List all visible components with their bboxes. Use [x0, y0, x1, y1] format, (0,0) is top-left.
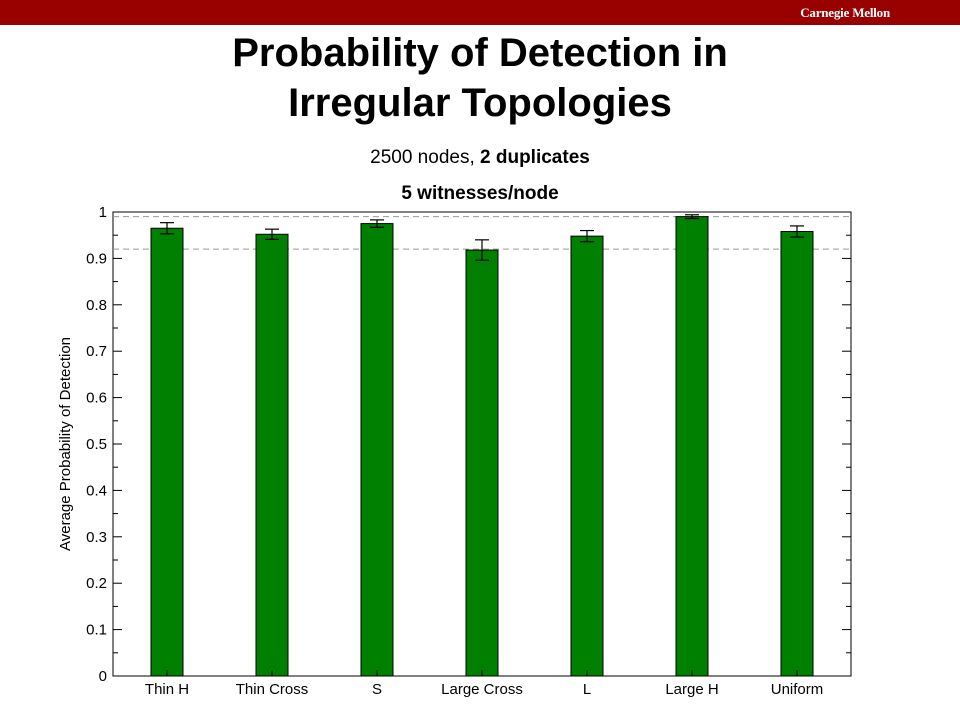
bar	[360, 223, 394, 677]
bar	[780, 230, 814, 677]
y-tick-label: 0.1	[86, 622, 107, 639]
y-tick-label: 0.5	[86, 436, 107, 453]
x-tick-label: Thin H	[145, 681, 189, 698]
x-tick-label: Uniform	[771, 681, 824, 698]
y-tick-label: 0.9	[86, 250, 107, 267]
y-tick-label: 0.2	[86, 575, 107, 592]
header-bar: Carnegie Mellon	[0, 0, 960, 25]
x-tick-label: Thin Cross	[236, 681, 309, 698]
y-tick-label: 0.8	[86, 297, 107, 314]
bar	[465, 249, 499, 677]
subtitle-witnesses: 5 witnesses/node	[401, 183, 559, 204]
x-tick-label: L	[583, 681, 591, 698]
y-tick-label: 0.4	[86, 482, 107, 499]
slide-title-line-1: Probability of Detection in	[232, 31, 728, 75]
subtitle-nodes-duplicates: 2500 nodes, 2 duplicates	[0, 147, 960, 169]
bar	[255, 233, 289, 677]
slide-title-line-2: Irregular Topologies	[288, 81, 672, 125]
brand-logo: Carnegie Mellon	[800, 5, 890, 20]
y-tick-label: 1	[99, 204, 107, 221]
x-tick-label: Large Cross	[441, 681, 523, 698]
x-tick-label: S	[372, 681, 382, 698]
bar	[150, 227, 184, 677]
y-axis-title: Average Probability of Detection	[57, 337, 74, 551]
bar	[570, 235, 604, 677]
y-tick-label: 0.7	[86, 343, 107, 360]
subtitle-duplicates: 2 duplicates	[480, 147, 590, 168]
slide-title: Probability of Detection in Irregular To…	[0, 28, 960, 128]
y-tick-label: 0.6	[86, 390, 107, 407]
bar	[675, 216, 709, 677]
x-tick-label: Large H	[665, 681, 718, 698]
y-tick-label: 0.3	[86, 529, 107, 546]
y-tick-label: 0	[99, 668, 107, 685]
subtitle-nodes: 2500 nodes,	[370, 147, 475, 168]
